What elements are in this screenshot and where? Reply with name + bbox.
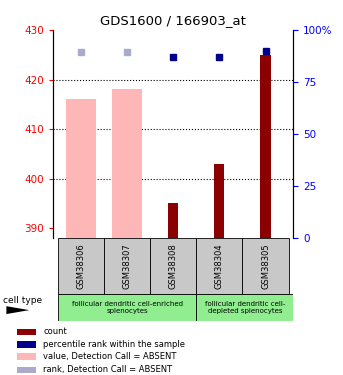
Bar: [260, 55, 271, 238]
FancyBboxPatch shape: [58, 294, 196, 321]
Text: rank, Detection Call = ABSENT: rank, Detection Call = ABSENT: [43, 365, 172, 374]
Text: GSM38307: GSM38307: [122, 243, 132, 289]
Bar: [168, 203, 178, 238]
Text: cell type: cell type: [3, 296, 42, 304]
Bar: [17, 329, 36, 335]
Text: GSM38304: GSM38304: [215, 243, 224, 289]
Text: count: count: [43, 327, 67, 336]
Bar: [214, 164, 224, 238]
Bar: [17, 354, 36, 360]
Polygon shape: [7, 306, 29, 314]
Bar: [112, 90, 142, 238]
Bar: [66, 99, 96, 238]
Text: follicular dendritic cell-
depleted splenocytes: follicular dendritic cell- depleted sple…: [204, 301, 285, 314]
FancyBboxPatch shape: [104, 238, 150, 294]
Bar: [17, 367, 36, 373]
FancyBboxPatch shape: [150, 238, 196, 294]
Title: GDS1600 / 166903_at: GDS1600 / 166903_at: [100, 15, 246, 27]
FancyBboxPatch shape: [196, 238, 243, 294]
Text: GSM38305: GSM38305: [261, 243, 270, 289]
Text: GSM38306: GSM38306: [76, 243, 85, 289]
Text: follicular dendritic cell-enriched
splenocytes: follicular dendritic cell-enriched splen…: [72, 301, 182, 314]
FancyBboxPatch shape: [243, 238, 289, 294]
Text: GSM38308: GSM38308: [169, 243, 178, 289]
FancyBboxPatch shape: [196, 294, 293, 321]
Text: percentile rank within the sample: percentile rank within the sample: [43, 340, 185, 349]
FancyBboxPatch shape: [58, 238, 104, 294]
Text: value, Detection Call = ABSENT: value, Detection Call = ABSENT: [43, 352, 176, 361]
Bar: [17, 341, 36, 348]
